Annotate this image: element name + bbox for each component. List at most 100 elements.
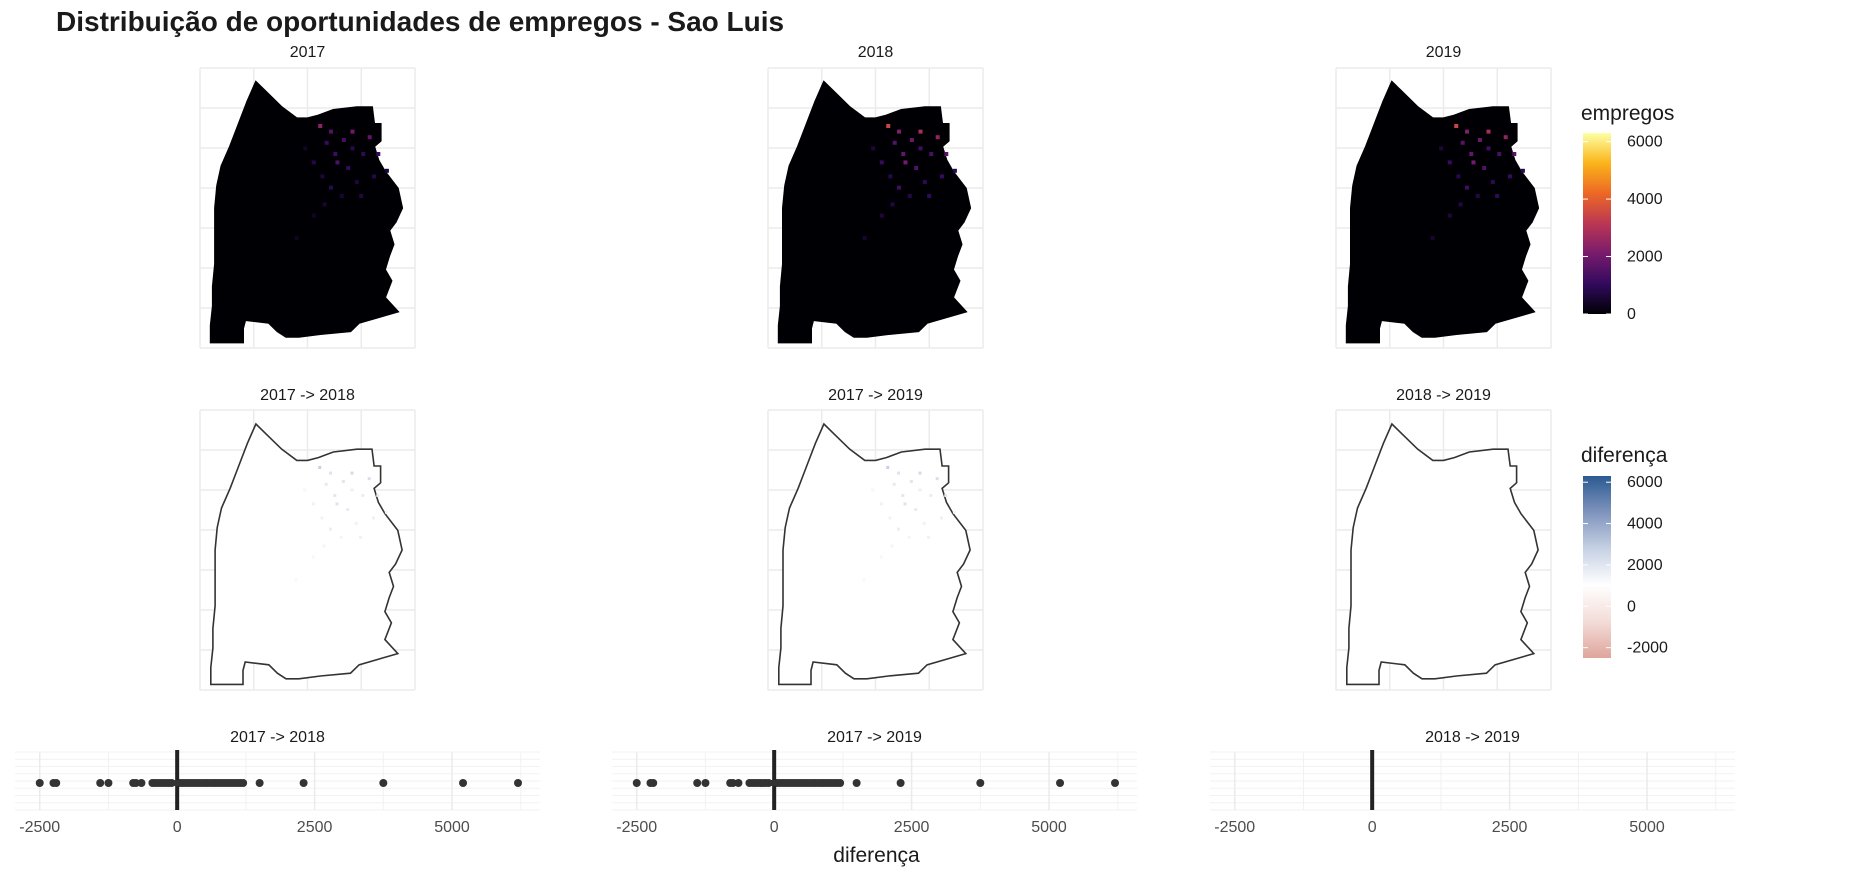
colorbar-tick-label: 6000 — [1627, 474, 1663, 491]
difference-cell — [927, 536, 931, 539]
x-tick-label: 0 — [173, 819, 182, 836]
colorbar-tick-label: -2000 — [1627, 640, 1668, 657]
job-cell — [367, 135, 372, 140]
data-point — [701, 779, 710, 787]
job-cell — [1439, 146, 1444, 151]
job-cell — [1456, 174, 1461, 179]
data-point — [976, 779, 985, 787]
job-cell — [1512, 152, 1517, 156]
data-point — [137, 779, 146, 787]
difference-cell — [333, 494, 337, 497]
colorbar-tick-label: 0 — [1627, 598, 1636, 615]
difference-cell — [329, 471, 332, 475]
job-cell — [1447, 160, 1452, 165]
strip-panel: 2017 -> 2019 -2500 0 2500 5000 — [612, 729, 1137, 836]
map-panel: 2018 -> 2019 — [1335, 387, 1552, 691]
diferenca-colorbar — [1583, 476, 1611, 658]
job-cell — [901, 152, 906, 156]
difference-cell — [886, 466, 890, 469]
job-cell — [1490, 180, 1495, 184]
panel-title: 2017 -> 2018 — [230, 729, 325, 746]
job-cell — [1497, 152, 1502, 156]
difference-cell — [952, 510, 956, 514]
job-cell — [918, 146, 923, 151]
panel-title: 2018 -> 2019 — [1425, 729, 1520, 746]
map-panel: 2019 — [1335, 44, 1552, 349]
job-cell — [922, 180, 927, 184]
x-tick-label: 2500 — [297, 819, 333, 836]
job-cell — [914, 166, 919, 170]
difference-cell — [335, 502, 339, 506]
strip-panel: 2018 -> 2019 -2500 0 2500 5000 — [1210, 729, 1735, 836]
difference-cell — [922, 522, 926, 525]
difference-cell — [879, 502, 883, 506]
colorbar-tick-label: 6000 — [1627, 134, 1663, 151]
diferenca-legend: diferença 6000 4000 2000 0 -2000 — [1581, 444, 1668, 658]
map-panel: 2018 — [767, 44, 984, 349]
colorbar-tick-label: 2000 — [1627, 249, 1663, 266]
difference-cell — [929, 494, 933, 497]
job-cell — [1460, 140, 1465, 145]
difference-cell — [329, 527, 332, 531]
panel-title: 2017 -> 2018 — [260, 387, 355, 404]
job-cell — [1495, 194, 1500, 198]
job-cell — [1471, 160, 1476, 165]
difference-cell — [890, 544, 894, 548]
city-outline — [210, 422, 403, 686]
job-cell — [335, 160, 340, 165]
colorbar-tick-label: 4000 — [1627, 516, 1663, 533]
job-cell — [886, 124, 891, 128]
job-cell — [320, 174, 325, 179]
job-cell — [361, 152, 366, 156]
job-cell — [322, 202, 327, 207]
job-cell — [918, 129, 923, 134]
difference-cell — [322, 544, 326, 548]
job-cell — [929, 152, 934, 156]
job-cell — [890, 202, 895, 207]
x-tick-label: 2500 — [1492, 819, 1528, 836]
job-cell — [903, 160, 908, 165]
difference-cell — [892, 482, 896, 486]
job-cell — [372, 174, 376, 179]
difference-cell — [871, 488, 875, 492]
data-point — [96, 779, 105, 787]
data-point — [459, 779, 468, 787]
map-panel: 2017 — [199, 44, 416, 349]
x-tick-label: -2500 — [616, 819, 657, 836]
job-cell — [897, 185, 901, 190]
job-cell — [376, 152, 381, 156]
map-panel: 2017 -> 2018 — [199, 387, 416, 691]
data-point — [299, 779, 308, 787]
difference-cell — [862, 578, 866, 581]
difference-cell — [914, 508, 918, 511]
x-tick-label: -2500 — [19, 819, 60, 836]
difference-cell — [324, 482, 328, 486]
job-cell — [1486, 129, 1491, 134]
job-cell — [329, 185, 333, 190]
difference-cell — [901, 494, 905, 497]
colorbar-tick-label: 4000 — [1627, 191, 1663, 208]
job-cell — [350, 129, 355, 134]
difference-cell — [879, 555, 883, 559]
difference-cell — [320, 516, 324, 520]
job-cell — [879, 160, 884, 165]
city-region-fill — [777, 80, 972, 344]
difference-cell — [940, 516, 943, 520]
difference-cell — [384, 510, 388, 514]
data-point — [1111, 779, 1120, 787]
job-cell — [1477, 138, 1482, 142]
data-point — [131, 779, 140, 787]
job-cell — [346, 166, 351, 170]
data-point — [728, 779, 737, 787]
city-outline — [778, 422, 971, 686]
difference-cell — [367, 477, 371, 481]
difference-cell — [944, 494, 948, 497]
job-cell — [871, 146, 876, 151]
panel-title: 2017 -> 2019 — [827, 729, 922, 746]
chart-title: Distribuição de oportunidades de emprego… — [56, 6, 785, 37]
difference-cell — [376, 494, 380, 497]
x-tick-label: -2500 — [1214, 819, 1255, 836]
difference-cell — [311, 502, 315, 506]
data-point — [734, 779, 743, 787]
job-cell — [1454, 124, 1459, 128]
